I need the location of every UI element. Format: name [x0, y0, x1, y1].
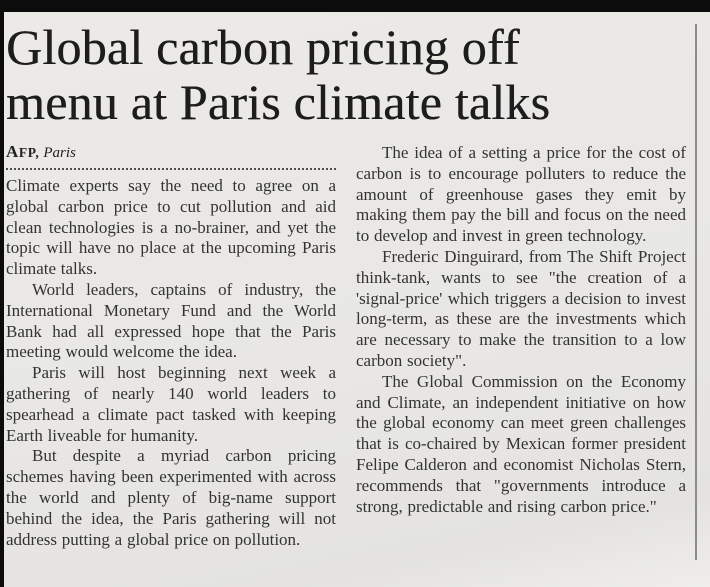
headline-line-1: Global carbon pricing off — [6, 19, 520, 75]
article-columns: AFP, Paris Climate experts say the need … — [6, 136, 686, 550]
paragraph: The idea of a setting a price for the co… — [356, 143, 686, 246]
byline: AFP, Paris — [6, 142, 336, 164]
paragraph: Frederic Dinguirard, from The Shift Proj… — [356, 246, 686, 370]
right-column-rule — [695, 24, 697, 560]
headline: Global carbon pricing off menu at Paris c… — [6, 20, 686, 130]
byline-agency: AFP, — [6, 142, 40, 161]
headline-line-2: menu at Paris climate talks — [6, 74, 551, 130]
top-edge-bar — [0, 0, 710, 12]
paragraph: The Global Commission on the Economy and… — [356, 371, 686, 516]
paragraph: Climate experts say the need to agree on… — [6, 176, 336, 279]
column-left: AFP, Paris Climate experts say the need … — [6, 136, 336, 550]
left-edge-bar — [0, 0, 4, 587]
article-page: Global carbon pricing off menu at Paris c… — [6, 12, 686, 550]
paragraph: World leaders, captains of industry, the… — [6, 279, 336, 362]
paragraph: But despite a myriad carbon pricing sche… — [6, 446, 336, 549]
byline-divider — [6, 167, 336, 170]
column-right: The idea of a setting a price for the co… — [356, 136, 686, 550]
paragraph: Paris will host beginning next week a ga… — [6, 363, 336, 445]
byline-location: Paris — [43, 145, 76, 161]
